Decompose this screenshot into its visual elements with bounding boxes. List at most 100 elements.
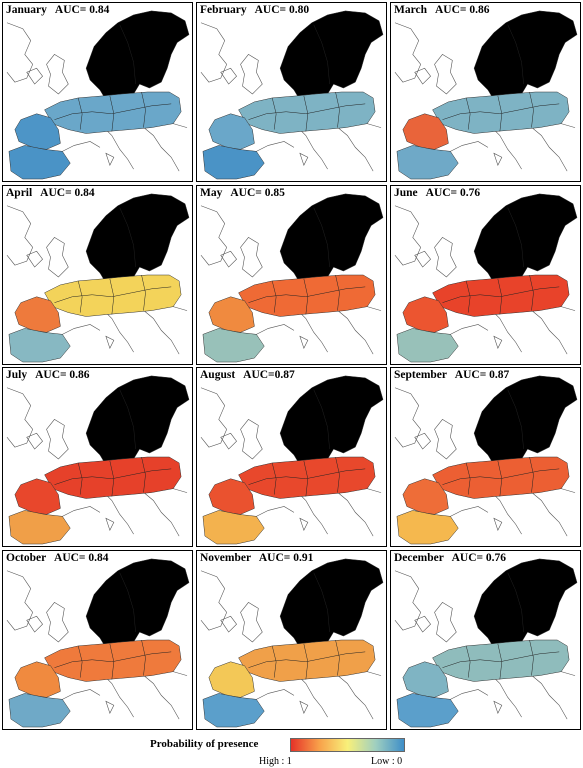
country-border [529,91,534,128]
country-border [465,645,471,678]
coastline [105,700,115,714]
map-panel: June AUC= 0.76 [390,184,581,365]
country-border [442,103,560,120]
coastline [493,700,503,714]
country-border [507,207,524,267]
country-border [54,286,172,303]
map-panel: August AUC=0.87 [196,367,387,547]
region-iberia [202,692,265,727]
coastline [414,432,431,450]
coastline [335,672,374,719]
probability-map [200,193,384,362]
map-panel: November AUC= 0.91 [196,549,387,730]
country-border [507,389,524,450]
country-border [335,456,340,493]
map-grid: January AUC= 0.84 February AUC= 0.80 March… [2,2,581,730]
probability-map [394,558,578,727]
coastline [493,517,503,531]
country-border [119,207,136,267]
country-border [54,103,172,120]
legend: Probability of presence High : 1 Low : 0 [0,732,583,768]
region-west [208,295,255,333]
region-central [432,639,570,682]
map-panel: March AUC= 0.86 [390,2,581,182]
coastline [46,419,69,460]
coastline [335,125,374,172]
region-central [44,456,182,499]
panel-title: December AUC= 0.76 [394,551,507,564]
region-central [238,91,376,134]
legend-color-ramp [290,738,405,752]
country-border [119,24,136,85]
panel-title: June AUC= 0.76 [394,186,481,199]
probability-map [200,375,384,545]
region-scand [279,10,384,107]
country-border [141,274,146,311]
region-scand [473,193,578,289]
country-border [271,97,277,130]
coastline [493,335,503,349]
coastline [394,22,422,83]
panel-title: October AUC= 0.84 [6,551,109,564]
country-border [497,95,503,132]
country-border [507,572,524,632]
map-panel: December AUC= 0.76 [390,549,581,730]
country-border [77,645,83,678]
coastline [299,152,309,166]
coastline [62,688,101,700]
coastline [256,688,295,700]
panel-title: May AUC= 0.85 [200,186,285,199]
coastline [529,490,568,537]
country-border [77,462,83,495]
map-panel: September AUC= 0.87 [390,367,581,547]
coastline [220,250,237,268]
country-border [109,278,115,315]
probability-map [394,10,578,180]
region-central [238,456,376,499]
coastline [141,125,180,172]
region-west [402,295,449,333]
coastline [529,125,568,172]
country-border [497,643,503,680]
coastline [450,141,489,152]
coastline [414,615,431,633]
probability-map [200,10,384,180]
probability-map [6,375,190,545]
coastline [141,490,180,537]
coastline [62,141,101,152]
country-border [303,643,309,680]
coastline [450,323,489,335]
region-west [14,478,61,515]
region-iberia [8,145,71,180]
country-border [271,280,277,313]
coastline [26,615,43,633]
legend-title: Probability of presence [150,738,259,750]
region-west [14,660,61,698]
panel-title: September AUC= 0.87 [394,369,510,381]
coastline [434,419,457,460]
country-border [529,639,534,676]
coastline [240,601,263,642]
region-central [432,91,570,134]
map-panel: January AUC= 0.84 [2,2,193,182]
region-scand [85,193,190,289]
country-border [248,286,366,303]
region-west [208,478,255,515]
region-west [14,295,61,333]
region-iberia [8,510,71,545]
panel-title: July AUC= 0.86 [6,369,90,381]
region-iberia [396,327,459,362]
coastline [46,601,69,642]
coastline [529,672,568,719]
coastline [434,601,457,642]
region-west [208,660,255,698]
coastline [450,506,489,517]
map-panel: July AUC= 0.86 [2,367,193,547]
probability-map [394,375,578,545]
coastline [240,236,263,277]
region-scand [279,375,384,472]
country-border [248,468,366,485]
country-border [54,468,172,485]
country-border [77,280,83,313]
coastline [220,67,237,85]
